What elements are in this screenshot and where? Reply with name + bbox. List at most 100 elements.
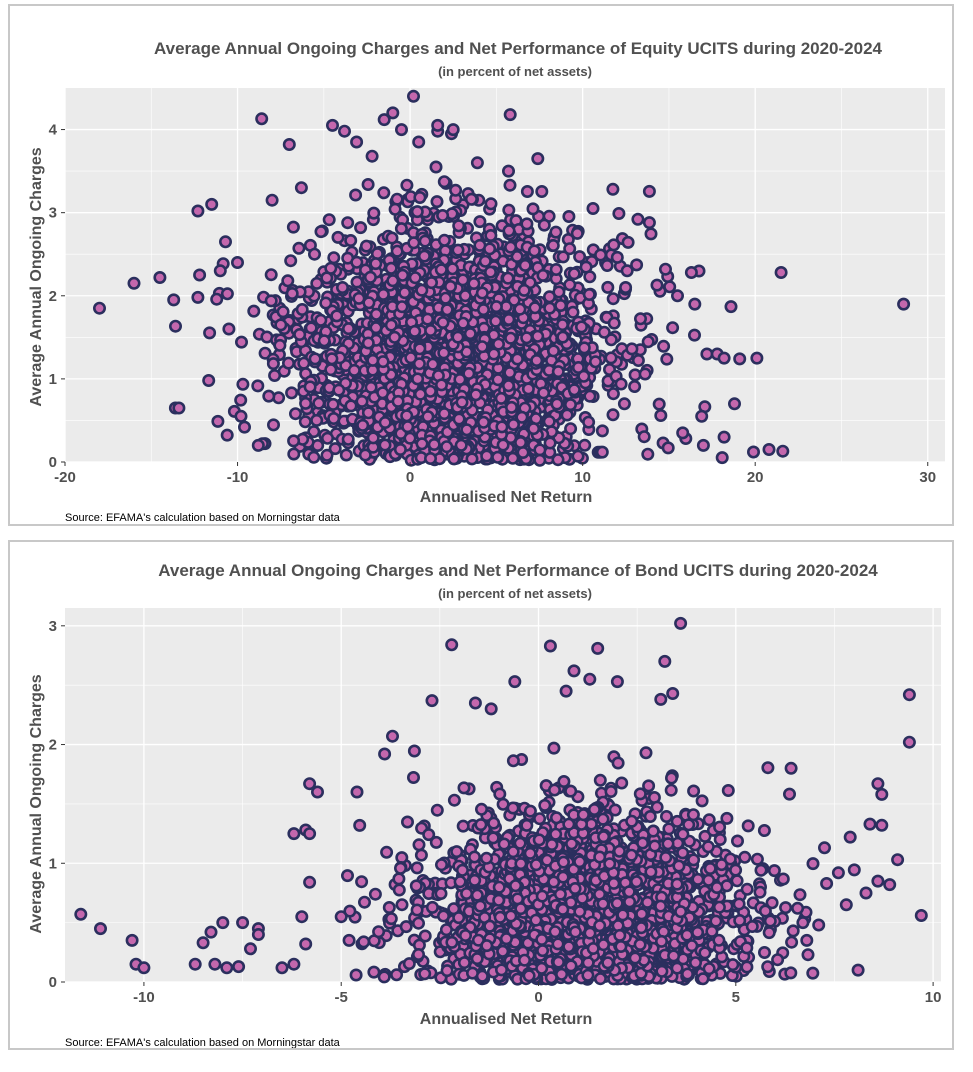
data-point: [372, 925, 386, 939]
data-point: [219, 235, 233, 249]
data-point: [310, 413, 324, 427]
data-point: [530, 353, 544, 367]
data-point: [600, 259, 614, 273]
data-point: [662, 822, 676, 836]
data-point: [806, 966, 820, 980]
data-point: [470, 952, 484, 966]
data-point: [501, 271, 515, 285]
data-point: [474, 818, 488, 832]
data-point: [400, 178, 414, 192]
data-point: [556, 250, 570, 264]
data-point: [93, 301, 107, 315]
data-point: [565, 837, 579, 851]
data-point: [738, 850, 752, 864]
data-point: [332, 383, 346, 397]
data-point: [637, 430, 651, 444]
chart-title: Average Annual Ongoing Charges and Net P…: [158, 561, 878, 580]
data-point: [740, 882, 754, 896]
data-point: [633, 787, 647, 801]
data-point: [691, 925, 705, 939]
data-point: [295, 302, 309, 316]
data-point: [403, 431, 417, 445]
data-point: [567, 267, 581, 281]
x-tick-label: 20: [747, 469, 764, 486]
data-point: [702, 873, 716, 887]
data-point: [686, 808, 700, 822]
data-point: [646, 824, 660, 838]
data-point: [450, 845, 464, 859]
data-point: [413, 342, 427, 356]
data-point: [628, 951, 642, 965]
data-point: [411, 916, 425, 930]
data-point: [410, 205, 424, 219]
data-point: [587, 802, 601, 816]
data-point: [712, 933, 726, 947]
data-point: [687, 784, 701, 798]
data-point: [426, 357, 440, 371]
data-point: [437, 233, 451, 247]
data-point: [625, 814, 639, 828]
data-point: [319, 296, 333, 310]
data-point: [265, 193, 279, 207]
data-point: [418, 234, 432, 248]
data-point: [356, 418, 370, 432]
data-point: [422, 828, 436, 842]
data-point: [636, 836, 650, 850]
data-point: [363, 270, 377, 284]
data-point: [238, 420, 252, 434]
data-point: [595, 445, 609, 459]
data-point: [251, 379, 265, 393]
data-point: [413, 191, 427, 205]
data-point: [501, 164, 515, 178]
data-point: [695, 409, 709, 423]
data-point: [395, 898, 409, 912]
data-point: [723, 852, 737, 866]
data-point: [517, 283, 531, 297]
data-point: [191, 290, 205, 304]
data-point: [612, 207, 626, 221]
data-point: [514, 902, 528, 916]
chart-subtitle: (in percent of net assets): [438, 64, 592, 79]
data-point: [400, 409, 414, 423]
data-point: [619, 280, 633, 294]
data-point: [527, 422, 541, 436]
data-point: [555, 318, 569, 332]
data-point: [312, 396, 326, 410]
data-point: [412, 357, 426, 371]
data-point: [437, 407, 451, 421]
data-point: [641, 447, 655, 461]
data-point: [347, 363, 361, 377]
data-point: [294, 181, 308, 195]
data-point: [642, 184, 656, 198]
data-point: [536, 944, 550, 958]
data-point: [446, 123, 460, 137]
data-point: [546, 239, 560, 253]
data-point: [350, 275, 364, 289]
data-point: [666, 321, 680, 335]
data-point: [415, 437, 429, 451]
data-point: [702, 813, 716, 827]
chart-title: Average Annual Ongoing Charges and Net P…: [154, 39, 883, 58]
data-point: [631, 353, 645, 367]
data-point: [362, 296, 376, 310]
data-point: [462, 366, 476, 380]
data-point: [560, 408, 574, 422]
data-point: [423, 384, 437, 398]
data-point: [425, 900, 439, 914]
data-point: [549, 262, 563, 276]
data-point: [577, 341, 591, 355]
data-point: [386, 274, 400, 288]
data-point: [721, 784, 735, 798]
data-point: [782, 787, 796, 801]
data-point: [608, 803, 622, 817]
data-point: [724, 300, 738, 314]
data-point: [577, 369, 591, 383]
data-point: [210, 292, 224, 306]
data-point: [484, 197, 498, 211]
data-point: [520, 818, 534, 832]
data-point: [440, 964, 454, 978]
data-point: [527, 244, 541, 258]
data-point: [557, 775, 571, 789]
data-point: [654, 408, 668, 422]
data-point: [670, 814, 684, 828]
